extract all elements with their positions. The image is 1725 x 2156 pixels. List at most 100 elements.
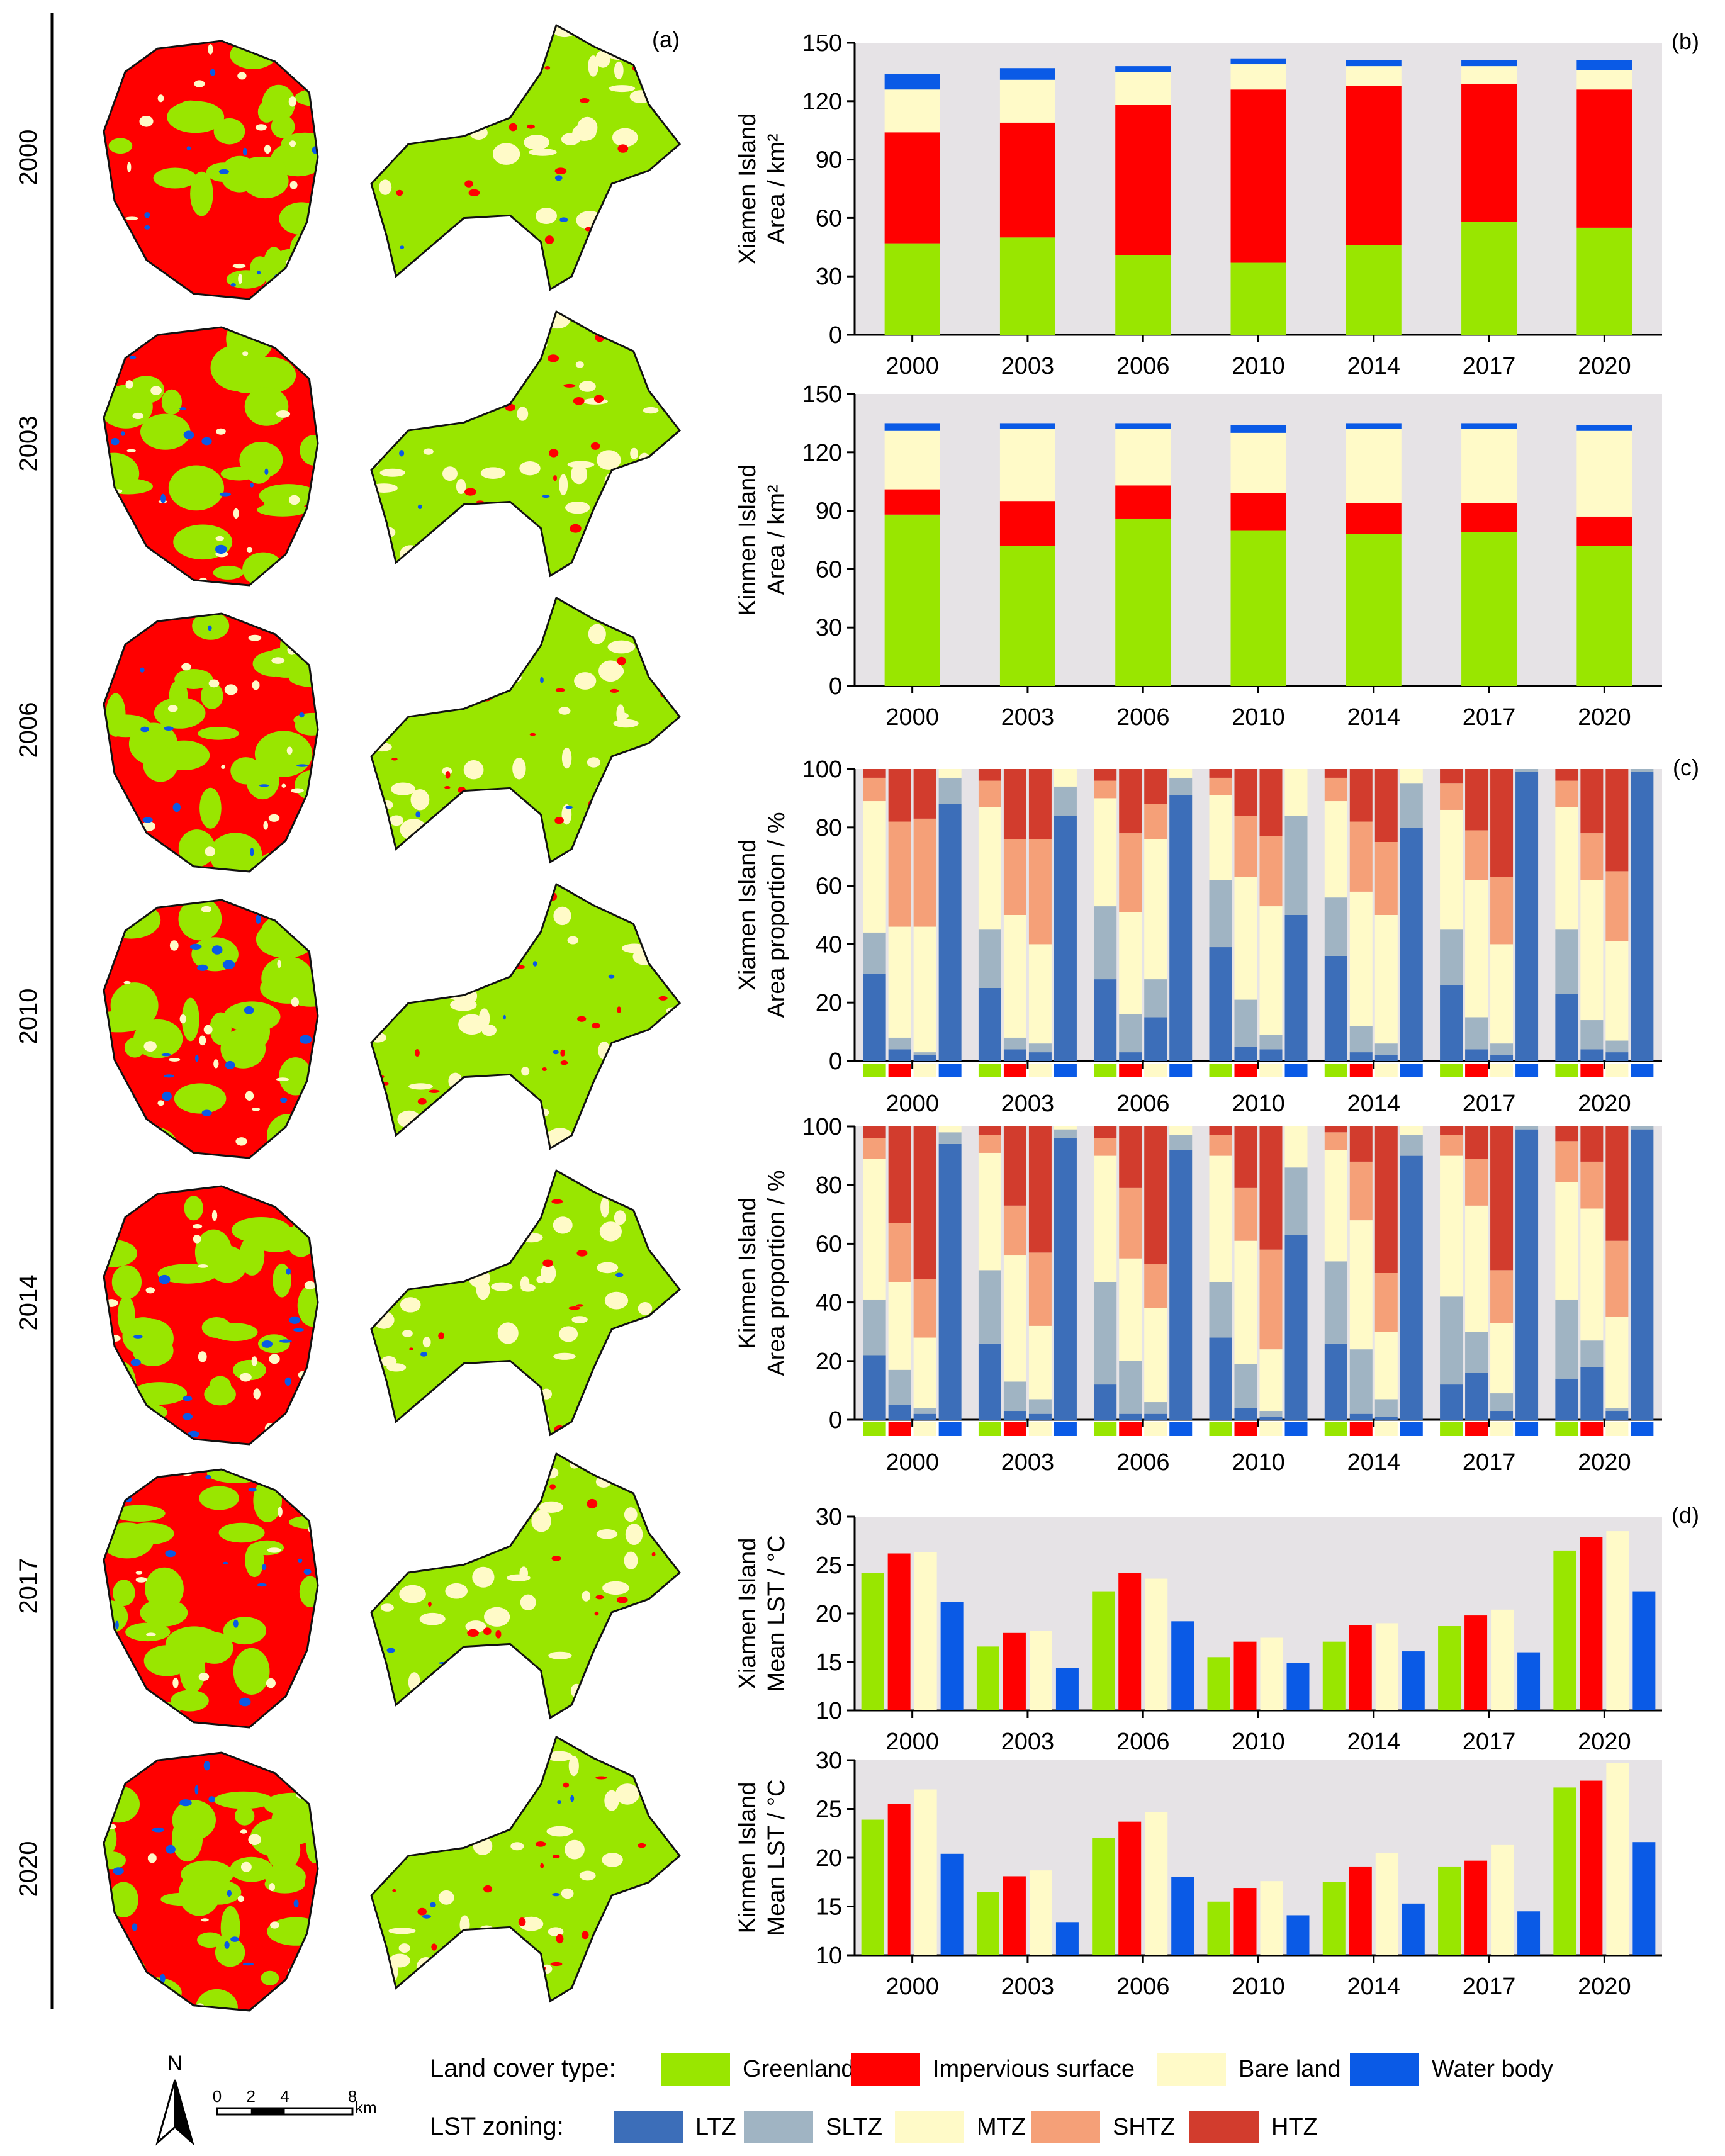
x-tick-label: 2010 xyxy=(1232,1449,1285,1476)
bar-ltz-2020-2 xyxy=(1605,1411,1629,1420)
bar-htz-2000-1 xyxy=(888,769,911,822)
bar-water-body-2010 xyxy=(1230,425,1286,433)
group-marker-2010-2 xyxy=(1259,1422,1283,1436)
y-label-line2: Area / km² xyxy=(763,485,790,595)
x-tick-label: 2003 xyxy=(1001,704,1055,731)
bar-sltz-2017-3 xyxy=(1515,1126,1539,1130)
x-tick-label: 2000 xyxy=(885,1091,939,1117)
bar-water-body-2010 xyxy=(1286,1663,1310,1710)
bar-greenland-2000 xyxy=(861,1819,884,1955)
bar-ltz-2006-1 xyxy=(1119,1052,1142,1061)
bar-ltz-2003-3 xyxy=(1054,1138,1077,1420)
bar-bare-land-2020 xyxy=(1576,430,1632,517)
bar-bare-land-2014 xyxy=(1375,1853,1398,1955)
bar-mtz-2003-1 xyxy=(1003,915,1026,1038)
bar-mtz-2000-2 xyxy=(913,926,936,1053)
kinmen-map-outline xyxy=(370,23,682,291)
bar-shtz-2000-2 xyxy=(913,1279,936,1338)
bar-water-body-2000 xyxy=(884,74,940,90)
bar-mtz-2000-0 xyxy=(863,1159,886,1300)
y-tick-label: 60 xyxy=(816,556,842,583)
y-tick-label: 20 xyxy=(816,1845,842,1872)
bar-sltz-2020-1 xyxy=(1580,1340,1604,1367)
bar-sltz-2020-2 xyxy=(1605,1408,1629,1412)
bar-sltz-2003-3 xyxy=(1054,786,1077,816)
year-label: 2010 xyxy=(14,989,42,1045)
bar-mtz-2017-1 xyxy=(1465,880,1488,1018)
y-axis-label: Kinmen Island Area proportion / % xyxy=(734,1170,790,1376)
bar-htz-2017-1 xyxy=(1465,1126,1488,1159)
bar-ltz-2006-0 xyxy=(1094,1384,1117,1420)
group-marker-2020-0 xyxy=(1555,1064,1578,1077)
x-tick-label: 2006 xyxy=(1116,704,1170,731)
bar-sltz-2014-3 xyxy=(1400,783,1423,828)
bar-impervious-surface-2014 xyxy=(1346,503,1402,534)
bar-mtz-2006-0 xyxy=(1094,798,1117,907)
y-tick-label: 25 xyxy=(816,1552,842,1579)
bar-impervious-surface-2003 xyxy=(999,122,1055,238)
y-tick-label: 60 xyxy=(816,873,842,900)
group-marker-2017-3 xyxy=(1515,1422,1539,1436)
bar-impervious-surface-2003 xyxy=(1003,1876,1026,1955)
y-tick-label: 20 xyxy=(816,990,842,1016)
group-marker-2003-1 xyxy=(1003,1422,1026,1436)
bar-impervious-surface-2020 xyxy=(1576,516,1632,546)
y-tick-label: 90 xyxy=(816,147,842,174)
bar-ltz-2006-3 xyxy=(1169,795,1193,1061)
scale-tick-label: 4 xyxy=(280,2087,289,2106)
bar-ltz-2003-1 xyxy=(1003,1049,1026,1061)
bar-impervious-surface-2014 xyxy=(1349,1625,1372,1710)
xiamen-map-outline xyxy=(103,899,319,1159)
x-tick-label: 2017 xyxy=(1463,353,1516,379)
scale-unit: km xyxy=(355,2098,377,2117)
bar-greenland-2006 xyxy=(1115,255,1171,335)
x-tick-label: 2014 xyxy=(1347,1974,1401,2000)
x-tick-label: 2010 xyxy=(1232,704,1285,731)
bar-bare-land-2003 xyxy=(999,79,1055,123)
bar-htz-2006-0 xyxy=(1094,1126,1117,1138)
x-tick-label: 2020 xyxy=(1578,1449,1631,1476)
y-tick-label: 60 xyxy=(816,205,842,232)
y-label-line2: Area proportion / % xyxy=(763,812,790,1018)
bar-water-body-2000 xyxy=(940,1853,964,1955)
legend-swatch-mtz xyxy=(895,2111,964,2143)
bar-shtz-2017-1 xyxy=(1465,830,1488,880)
bar-htz-2010-1 xyxy=(1234,1126,1257,1188)
bar-water-body-2020 xyxy=(1632,1842,1656,1955)
bar-ltz-2014-1 xyxy=(1349,1052,1373,1061)
kinmen-map-outline xyxy=(370,310,682,578)
bar-htz-2020-1 xyxy=(1580,769,1604,834)
x-tick-label: 2020 xyxy=(1578,1091,1631,1117)
bar-greenland-2003 xyxy=(976,1892,999,1955)
bar-shtz-2003-2 xyxy=(1028,839,1052,945)
bar-shtz-2006-0 xyxy=(1094,1138,1117,1156)
bar-water-body-2014 xyxy=(1346,60,1402,67)
bar-water-body-2003 xyxy=(999,68,1055,80)
bar-sltz-2010-2 xyxy=(1259,1035,1283,1050)
bar-htz-2014-0 xyxy=(1324,769,1347,778)
y-label-line1: Xiamen Island xyxy=(734,113,761,265)
bar-water-body-2006 xyxy=(1115,423,1171,429)
group-marker-2017-1 xyxy=(1465,1064,1488,1077)
bar-ltz-2020-3 xyxy=(1631,1129,1654,1420)
plot-area xyxy=(855,1517,1662,1710)
bar-water-body-2000 xyxy=(940,1602,964,1710)
x-tick-label: 2003 xyxy=(1001,353,1055,379)
group-marker-2010-3 xyxy=(1284,1064,1308,1077)
bar-impervious-surface-2020 xyxy=(1580,1780,1603,1955)
bar-htz-2014-2 xyxy=(1374,769,1398,842)
bar-sltz-2003-2 xyxy=(1028,1043,1052,1053)
bar-ltz-2010-1 xyxy=(1234,1046,1257,1061)
bar-sltz-2010-0 xyxy=(1209,880,1232,948)
bar-mtz-2014-1 xyxy=(1349,891,1373,1026)
bar-shtz-2003-1 xyxy=(1003,1205,1026,1256)
bar-greenland-2010 xyxy=(1207,1901,1230,1955)
bar-ltz-2014-3 xyxy=(1400,1155,1423,1420)
bar-sltz-2006-2 xyxy=(1144,1402,1167,1414)
bar-shtz-2010-2 xyxy=(1259,836,1283,907)
bar-impervious-surface-2017 xyxy=(1464,1615,1488,1710)
x-tick-label: 2003 xyxy=(1001,1729,1055,1755)
bar-ltz-2017-3 xyxy=(1515,772,1539,1061)
kinmen-map-fill xyxy=(371,884,680,1148)
bar-impervious-surface-2014 xyxy=(1349,1866,1372,1955)
